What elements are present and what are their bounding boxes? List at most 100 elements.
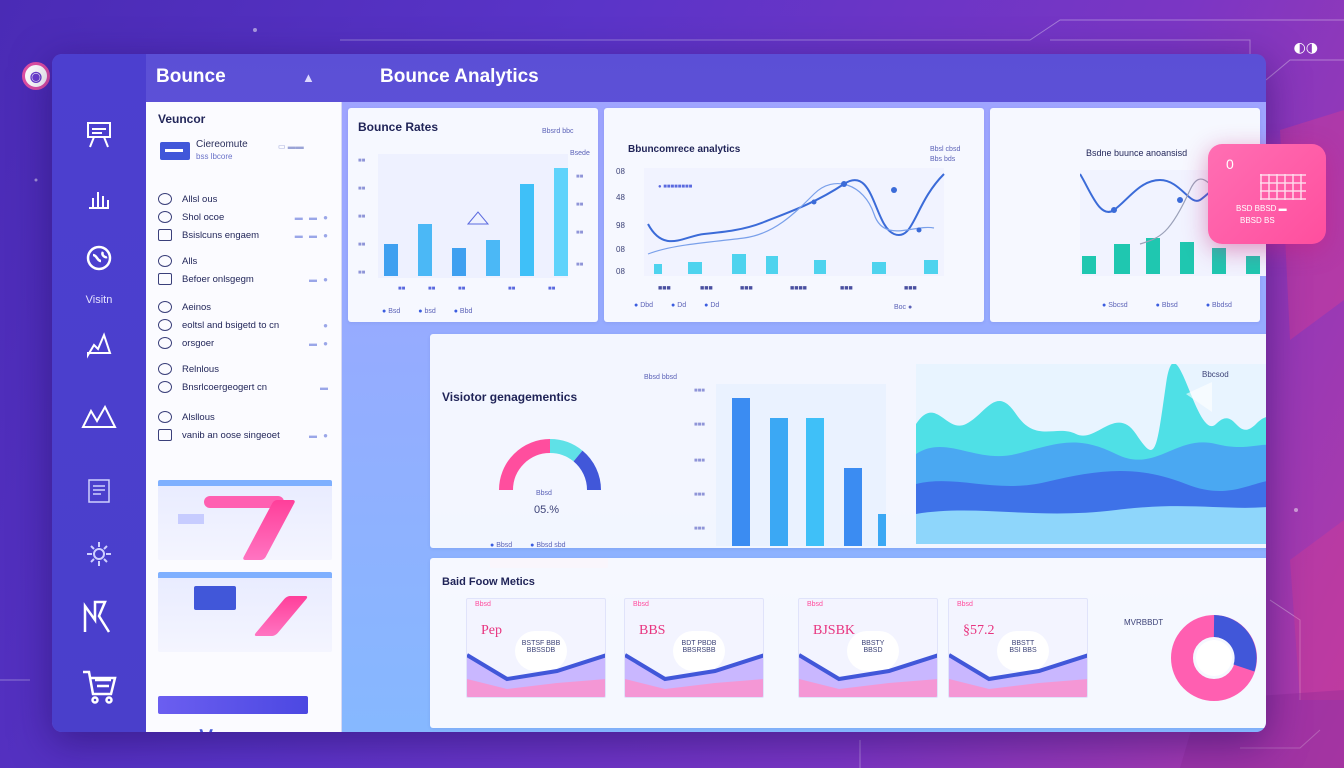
card-bounce-rates[interactable]: Bounce Rates Bbsrd bbc Bsede ■■ ■■ ■■ ■■ ■■ … [348, 108, 598, 322]
funnel-icon[interactable] [74, 594, 124, 638]
menu-item[interactable]: Alsllous [158, 408, 330, 426]
menu-item-label: Aeinos [182, 301, 212, 313]
menu-item[interactable]: Aeinos [158, 298, 330, 316]
bar [554, 168, 568, 276]
menu-item[interactable]: Bsislcuns engaem ▬ ▬ ● [158, 226, 330, 244]
menu-item[interactable]: Allsl ous [158, 190, 330, 208]
bar [520, 184, 534, 276]
bar [384, 244, 398, 276]
svg-text:■■■: ■■■ [904, 285, 917, 292]
tile-area-chart [949, 653, 1087, 697]
svg-text:■■: ■■ [358, 186, 366, 192]
hand-pointer-icon[interactable] [74, 322, 124, 366]
menu-item-meta: ▬ ▬ ● [294, 230, 330, 240]
svg-text:98: 98 [616, 221, 625, 230]
svg-text:■■■: ■■■ [694, 458, 705, 464]
tile-value: BBS [639, 623, 666, 638]
progress-bar [158, 696, 308, 714]
popup-grid-icon [1260, 174, 1306, 200]
svg-text:■■■: ■■■ [694, 492, 705, 498]
flow-tile[interactable]: Bbsd BJSBK BBSTY BBSD [798, 598, 938, 698]
presentation-icon[interactable] [74, 112, 124, 156]
gear-icon[interactable] [74, 532, 124, 576]
donut-chart [1171, 615, 1257, 701]
circle-icon [158, 255, 172, 267]
flow-tile[interactable]: Bbsd BBS BDT PBDB BBSRSBB [624, 598, 764, 698]
tile-tag: Bbsd [475, 601, 491, 608]
menu-item-label: orsgoer [182, 337, 215, 349]
menu-item[interactable]: Alls [158, 252, 330, 270]
notification-popup[interactable]: 0 BSD BBSD ▬ BBSD BS [1208, 144, 1326, 244]
menu-item-label: Allsl ous [182, 193, 218, 205]
tile-caption: BDT PBDB BBSRSBB [673, 631, 725, 671]
menu-item-meta: ● [323, 320, 330, 330]
trend-chart-icon[interactable] [74, 394, 124, 438]
tile-area-chart [467, 653, 605, 697]
tile-tag: Bbsd [957, 601, 973, 608]
flow-tile[interactable]: Bbsd Pep BSTSF BBB BBSSDB [466, 598, 606, 698]
svg-text:08: 08 [616, 267, 625, 276]
legend: BsdbsdBbd [382, 308, 472, 315]
menu-item-label: Bnsrlcoergeogert cn [182, 381, 268, 393]
app-logo[interactable]: ◉ [22, 62, 50, 90]
promo-banner-1[interactable] [158, 480, 332, 560]
svg-text:■■: ■■ [358, 242, 366, 248]
user-card[interactable]: Ciereomute bss lbcore ▭ ▬▬ [160, 136, 328, 166]
page-title: Bounce Analytics [380, 66, 539, 87]
svg-text:■■: ■■ [576, 262, 584, 268]
legend: SbcsdBbsdBbdsd [1102, 302, 1232, 309]
circle-icon [158, 193, 172, 205]
menu-item[interactable]: eoltsl and bsigetd to cn ● [158, 316, 330, 334]
user-subtitle: bss lbcore [196, 152, 233, 161]
card-visitor-engagement[interactable]: Visiotor genagementics Bbsd bbsd Bbsd 05… [430, 334, 1266, 568]
circle-icon [158, 211, 172, 223]
card-tag: Bbsl cbsd [930, 146, 961, 153]
svg-text:■■: ■■ [358, 270, 366, 276]
brand-name: Bounce [156, 66, 226, 87]
left-panel: Veuncor Ciereomute bss lbcore ▭ ▬▬ Allsl… [146, 102, 342, 732]
square-icon [158, 273, 172, 285]
svg-text:08: 08 [616, 245, 625, 254]
menu-item-label: Alls [182, 255, 198, 267]
menu-group: Alsllous vanib an oose singeoet ▬ ● [158, 408, 330, 444]
menu-item[interactable]: vanib an oose singeoet ▬ ● [158, 426, 330, 444]
menu-item[interactable]: Shol ocoe ▬ ▬ ● [158, 208, 330, 226]
circle-icon [158, 337, 172, 349]
tile-caption: BBSTY BBSD [847, 631, 899, 671]
donut-label: MVRBBDT [1124, 618, 1164, 627]
tile-area-chart [625, 653, 763, 697]
svg-text:● ■■■■■■■■: ● ■■■■■■■■ [658, 184, 693, 190]
svg-text:■■: ■■ [358, 214, 366, 220]
shopping-cart-icon[interactable] [74, 664, 124, 708]
menu-item[interactable]: Relnlous [158, 360, 330, 378]
bar-chart-icon[interactable] [74, 176, 124, 220]
menu-item[interactable]: Befoer onlsgegm ▬ ● [158, 270, 330, 288]
wave-tag: Bbcsod [1202, 370, 1229, 379]
report-icon[interactable] [74, 468, 124, 512]
window-toggle-icon[interactable]: ◐◑ [1293, 40, 1318, 56]
svg-text:■■■: ■■■ [694, 388, 705, 394]
user-name: Ciereomute [196, 139, 248, 150]
svg-text:■■: ■■ [548, 286, 556, 292]
globe-icon[interactable] [74, 236, 124, 280]
menu-item[interactable]: Bnsrlcoergeogert cn ▬ [158, 378, 330, 396]
promo-banner-2[interactable] [158, 572, 332, 652]
menu-item-meta: ▬ ● [308, 430, 330, 440]
svg-text:■■: ■■ [358, 158, 366, 164]
menu-group: Relnlous Bnsrlcoergeogert cn ▬ [158, 360, 330, 396]
gauge-label: Bbsd [536, 490, 552, 497]
menu-item[interactable]: orsgoer ▬ ● [158, 334, 330, 352]
svg-text:■■: ■■ [576, 202, 584, 208]
card-ecommerce-analytics[interactable]: Bbuncomrece analytics Bbsl cbsd Bbs bds … [604, 108, 984, 322]
tile-value: §57.2 [963, 623, 995, 638]
card-icon [160, 142, 190, 160]
circle-icon [158, 301, 172, 313]
flow-tile[interactable]: Bbsd §57.2 BBSTT BSI BBS [948, 598, 1088, 698]
card-flow-metrics[interactable]: Baid Foow Metics Bbsd Pep BSTSF BBB BBSS… [430, 558, 1266, 728]
main-window: Visitn Bounce ▲ Bounce Analytics Veuncor… [52, 54, 1266, 732]
svg-text:■■■: ■■■ [740, 285, 753, 292]
circle-icon [158, 319, 172, 331]
svg-text:■■: ■■ [458, 286, 466, 292]
rocket-icon[interactable]: ▲ [302, 70, 315, 85]
